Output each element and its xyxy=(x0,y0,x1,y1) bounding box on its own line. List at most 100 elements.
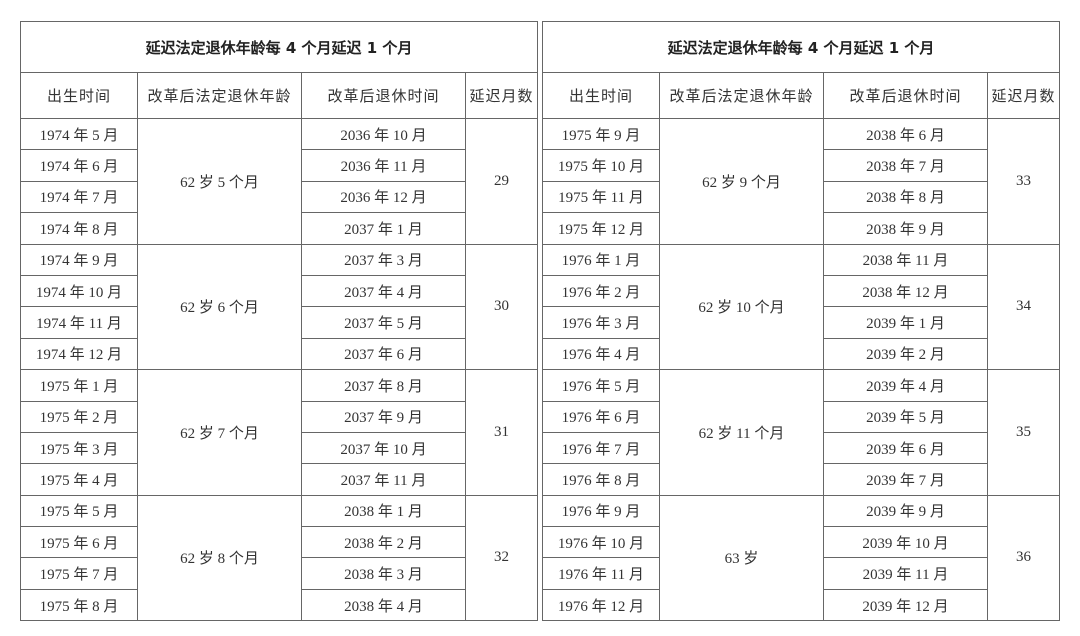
retirement-date: 2039 年 11 月 xyxy=(823,557,988,590)
retirement-age: 62 岁 10 个月 xyxy=(659,243,824,371)
retirement-date: 2039 年 1 月 xyxy=(823,306,988,339)
birth-date: 1975 年 1 月 xyxy=(20,369,138,402)
data-row: 1975 年 4 月 2037 年 11 月 xyxy=(20,463,538,496)
data-row: 1976 年 5 月 62 岁 11 个月 2039 年 4 月 35 xyxy=(542,369,1060,496)
birth-date: 1976 年 8 月 xyxy=(542,463,660,496)
data-row: 1976 年 10 月 2039 年 10 月 xyxy=(542,526,1060,559)
retirement-date: 2038 年 6 月 xyxy=(823,117,988,151)
header-row: 出生时间 改革后法定退休年龄 改革后退休时间 延迟月数 xyxy=(542,72,1060,119)
header-row: 出生时间 改革后法定退休年龄 改革后退休时间 延迟月数 xyxy=(20,72,538,119)
retirement-date: 2039 年 9 月 xyxy=(823,494,988,528)
retirement-date: 2038 年 4 月 xyxy=(301,588,466,622)
retirement-date: 2037 年 8 月 xyxy=(301,369,466,402)
retirement-date: 2038 年 8 月 xyxy=(823,180,988,214)
retirement-date: 2039 年 4 月 xyxy=(823,369,988,402)
data-row: 1974 年 12 月 2037 年 6 月 xyxy=(20,337,538,371)
column-header: 延迟月数 xyxy=(987,72,1060,119)
birth-date: 1976 年 5 月 xyxy=(542,369,660,402)
birth-date: 1976 年 2 月 xyxy=(542,274,660,308)
data-row: 1976 年 1 月 62 岁 10 个月 2038 年 11 月 34 xyxy=(542,243,1060,371)
data-row: 1975 年 8 月 2038 年 4 月 xyxy=(20,588,538,622)
data-row: 1975 年 10 月 2038 年 7 月 xyxy=(542,149,1060,182)
delay-months: 30 xyxy=(465,243,538,371)
title-row: 延迟法定退休年龄每 4 个月延迟 1 个月 xyxy=(542,21,1060,73)
delay-months: 32 xyxy=(465,494,538,622)
retirement-date: 2036 年 11 月 xyxy=(301,149,466,182)
column-header: 出生时间 xyxy=(542,72,660,119)
data-row: 1975 年 12 月 2038 年 9 月 xyxy=(542,212,1060,245)
birth-date: 1975 年 11 月 xyxy=(542,180,660,214)
retirement-date: 2037 年 10 月 xyxy=(301,431,466,465)
retirement-date: 2039 年 12 月 xyxy=(823,588,988,622)
column-header: 出生时间 xyxy=(20,72,138,119)
birth-date: 1975 年 2 月 xyxy=(20,400,138,433)
birth-date: 1974 年 6 月 xyxy=(20,149,138,182)
data-row: 1974 年 10 月 2037 年 4 月 xyxy=(20,274,538,308)
retirement-date: 2038 年 2 月 xyxy=(301,526,466,559)
birth-date: 1976 年 11 月 xyxy=(542,557,660,590)
delay-months: 34 xyxy=(987,243,1060,371)
delay-months: 31 xyxy=(465,369,538,496)
birth-date: 1975 年 7 月 xyxy=(20,557,138,590)
data-row: 1974 年 7 月 2036 年 12 月 xyxy=(20,180,538,214)
data-row: 1975 年 6 月 2038 年 2 月 xyxy=(20,526,538,559)
retirement-date: 2037 年 11 月 xyxy=(301,463,466,496)
column-header: 改革后退休时间 xyxy=(301,72,466,119)
column-header: 改革后法定退休年龄 xyxy=(659,72,824,119)
retirement-date: 2036 年 12 月 xyxy=(301,180,466,214)
retirement-date: 2037 年 9 月 xyxy=(301,400,466,433)
birth-date: 1976 年 1 月 xyxy=(542,243,660,276)
data-row: 1974 年 5 月 62 岁 5 个月 2036 年 10 月 29 xyxy=(20,117,538,245)
data-row: 1975 年 5 月 62 岁 8 个月 2038 年 1 月 32 xyxy=(20,494,538,622)
birth-date: 1976 年 7 月 xyxy=(542,431,660,465)
birth-date: 1974 年 11 月 xyxy=(20,306,138,339)
birth-date: 1975 年 10 月 xyxy=(542,149,660,182)
data-row: 1975 年 3 月 2037 年 10 月 xyxy=(20,431,538,465)
delay-months: 29 xyxy=(465,118,538,245)
table-title: 延迟法定退休年龄每 4 个月延迟 1 个月 xyxy=(20,21,538,73)
table-title: 延迟法定退休年龄每 4 个月延迟 1 个月 xyxy=(542,21,1060,73)
retirement-date: 2037 年 6 月 xyxy=(301,337,466,371)
retirement-age: 62 岁 5 个月 xyxy=(137,118,302,245)
birth-date: 1976 年 9 月 xyxy=(542,494,660,528)
retirement-age: 62 岁 8 个月 xyxy=(137,494,302,622)
data-row: 1974 年 9 月 62 岁 6 个月 2037 年 3 月 30 xyxy=(20,243,538,371)
retirement-date: 2037 年 3 月 xyxy=(301,243,466,276)
data-row: 1976 年 2 月 2038 年 12 月 xyxy=(542,274,1060,308)
birth-date: 1974 年 12 月 xyxy=(20,337,138,371)
retirement-date: 2037 年 4 月 xyxy=(301,274,466,308)
retirement-date: 2037 年 5 月 xyxy=(301,306,466,339)
birth-date: 1974 年 10 月 xyxy=(20,274,138,308)
birth-date: 1975 年 5 月 xyxy=(20,494,138,528)
title-row: 延迟法定退休年龄每 4 个月延迟 1 个月 xyxy=(20,21,538,73)
birth-date: 1975 年 12 月 xyxy=(542,212,660,245)
data-row: 1974 年 11 月 2037 年 5 月 xyxy=(20,306,538,339)
retirement-date: 2038 年 7 月 xyxy=(823,149,988,182)
birth-date: 1974 年 7 月 xyxy=(20,180,138,214)
retirement-table: 延迟法定退休年龄每 4 个月延迟 1 个月 出生时间 改革后法定退休年龄 改革后退休时… xyxy=(542,21,1060,622)
retirement-date: 2039 年 10 月 xyxy=(823,526,988,559)
retirement-date: 2039 年 7 月 xyxy=(823,463,988,496)
retirement-date: 2039 年 6 月 xyxy=(823,431,988,465)
retirement-date: 2036 年 10 月 xyxy=(301,117,466,151)
data-row: 1975 年 1 月 62 岁 7 个月 2037 年 8 月 31 xyxy=(20,369,538,496)
birth-date: 1975 年 9 月 xyxy=(542,117,660,151)
retirement-age: 62 岁 7 个月 xyxy=(137,369,302,496)
column-header: 改革后法定退休年龄 xyxy=(137,72,302,119)
birth-date: 1976 年 4 月 xyxy=(542,337,660,371)
birth-date: 1975 年 3 月 xyxy=(20,431,138,465)
data-row: 1976 年 9 月 63 岁 2039 年 9 月 36 xyxy=(542,494,1060,622)
retirement-date: 2038 年 1 月 xyxy=(301,494,466,528)
column-header: 延迟月数 xyxy=(465,72,538,119)
retirement-date: 2038 年 3 月 xyxy=(301,557,466,590)
data-row: 1976 年 12 月 2039 年 12 月 xyxy=(542,588,1060,622)
birth-date: 1976 年 3 月 xyxy=(542,306,660,339)
delay-months: 35 xyxy=(987,369,1060,496)
data-row: 1975 年 11 月 2038 年 8 月 xyxy=(542,180,1060,214)
data-row: 1976 年 7 月 2039 年 6 月 xyxy=(542,431,1060,465)
birth-date: 1974 年 5 月 xyxy=(20,117,138,151)
birth-date: 1976 年 10 月 xyxy=(542,526,660,559)
data-row: 1976 年 3 月 2039 年 1 月 xyxy=(542,306,1060,339)
data-row: 1975 年 2 月 2037 年 9 月 xyxy=(20,400,538,433)
data-row: 1976 年 11 月 2039 年 11 月 xyxy=(542,557,1060,590)
